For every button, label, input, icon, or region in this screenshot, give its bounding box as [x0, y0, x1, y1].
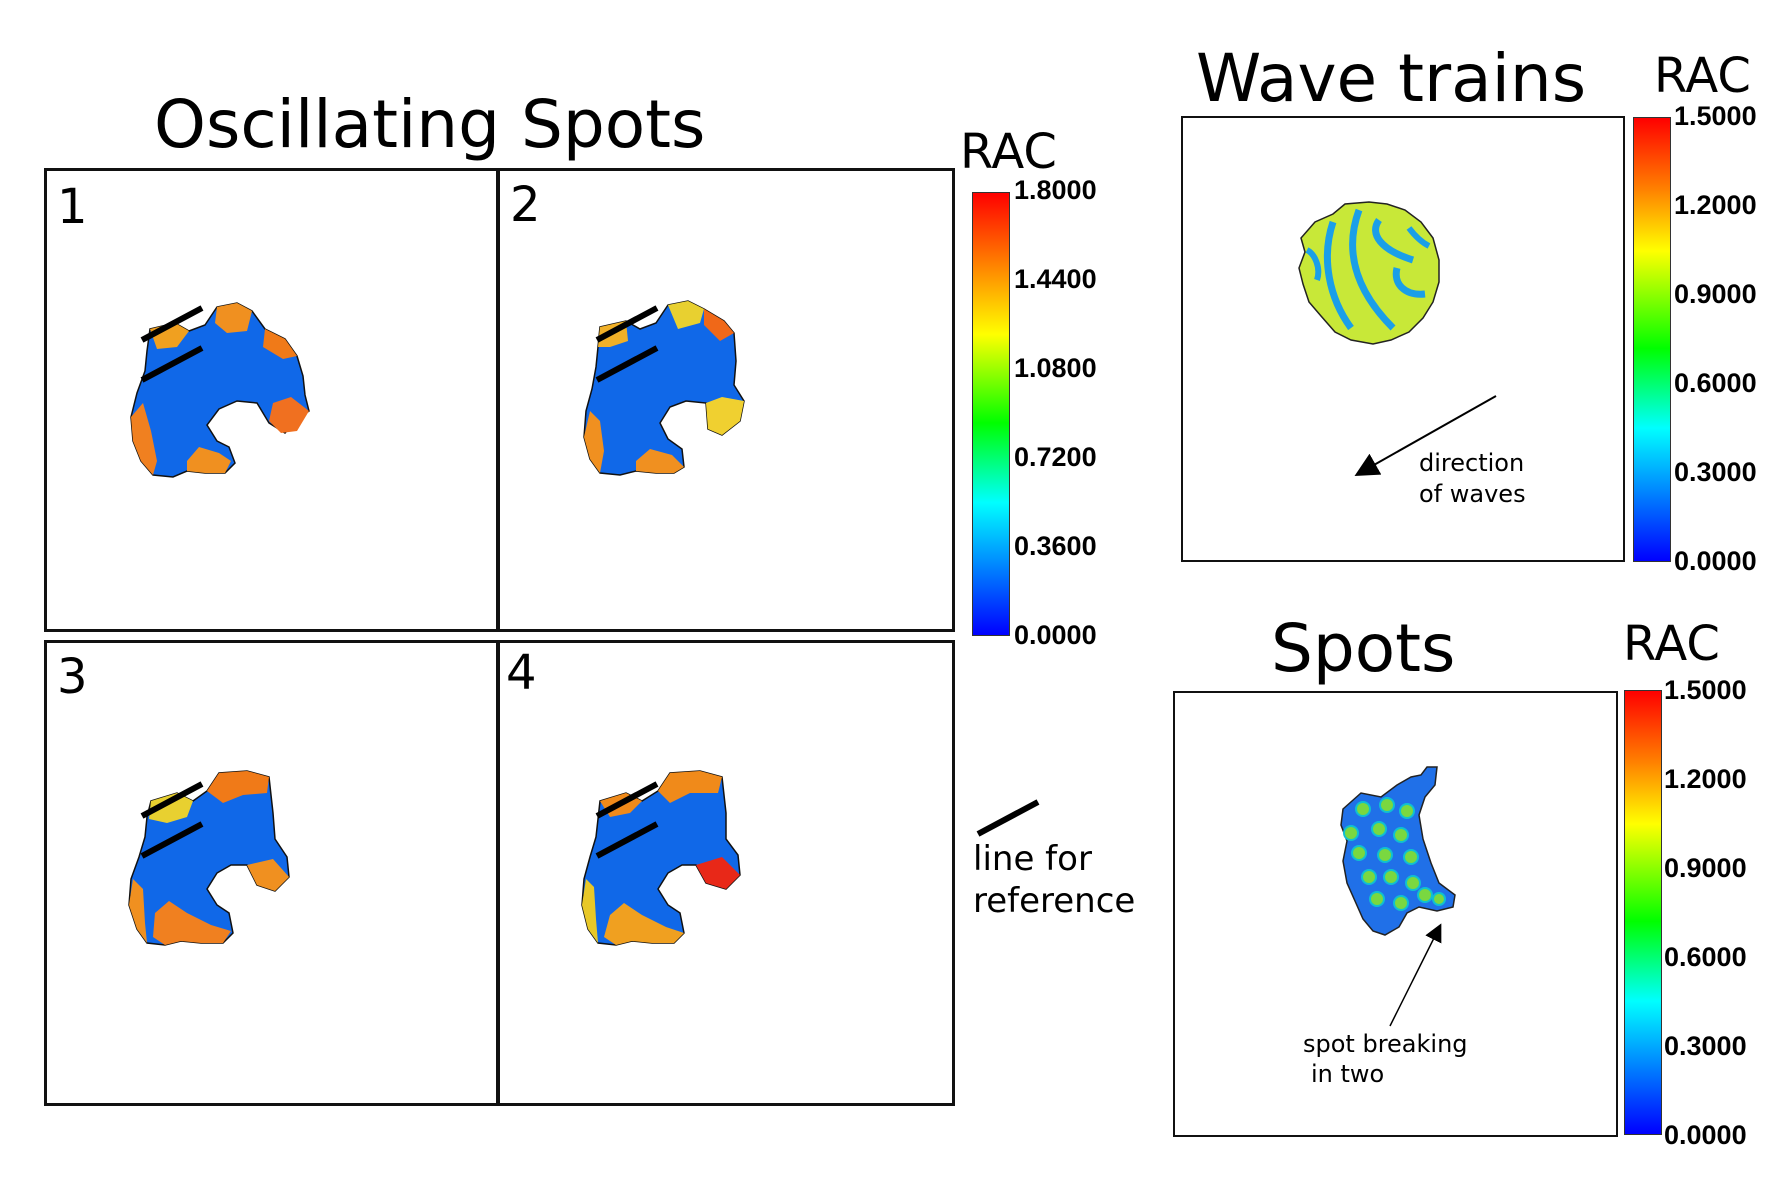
wave-tick: 0.9000 [1674, 279, 1757, 309]
oscillating-colorbar-label: RAC [960, 124, 1057, 180]
spots-tick: 0.9000 [1664, 853, 1747, 883]
cell-shape-1 [130, 302, 310, 478]
wave-tick: 1.2000 [1674, 190, 1757, 220]
wave-colorbar [1633, 117, 1671, 562]
reference-label-line2: reference [973, 881, 1136, 921]
oscillating-panel-4: 4 [497, 640, 955, 1106]
oscillating-spots-title: Oscillating Spots [154, 86, 706, 163]
panel-number-1: 1 [57, 179, 88, 235]
cell-shape-2 [583, 300, 745, 476]
oscillating-tick: 0.7200 [1014, 442, 1097, 472]
wave-direction-label-line2: of waves [1419, 480, 1526, 508]
spots-cell-shape [1340, 766, 1456, 936]
oscillating-tick: 0.0000 [1014, 620, 1097, 650]
spot-breaking-label-line2: in two [1311, 1060, 1385, 1088]
oscillating-colorbar [972, 192, 1010, 636]
cell-shape-3 [128, 770, 290, 946]
oscillating-panel-1: 1 [44, 168, 499, 632]
spots-colorbar-label: RAC [1623, 616, 1720, 672]
panel-number-3: 3 [57, 649, 88, 705]
oscillating-tick: 1.8000 [1014, 175, 1097, 205]
spots-tick: 1.5000 [1664, 675, 1747, 705]
spots-colorbar [1624, 690, 1662, 1135]
wave-tick: 1.5000 [1674, 101, 1757, 131]
reference-label-line1: line for [973, 839, 1092, 879]
spots-tick: 0.3000 [1664, 1031, 1747, 1061]
wave-tick: 0.6000 [1674, 368, 1757, 398]
wave-trains-title: Wave trains [1196, 40, 1587, 117]
wave-colorbar-label: RAC [1654, 48, 1751, 104]
oscillating-tick: 0.3600 [1014, 531, 1097, 561]
oscillating-tick: 1.0800 [1014, 353, 1097, 383]
spots-tick: 0.0000 [1664, 1120, 1747, 1150]
panel-number-2: 2 [510, 177, 541, 233]
spots-title: Spots [1271, 610, 1456, 687]
spots-tick: 1.2000 [1664, 764, 1747, 794]
spots-panel: spot breaking in two [1173, 691, 1618, 1137]
oscillating-panel-3: 3 [44, 640, 499, 1106]
cell-shape-4 [581, 770, 741, 946]
oscillating-panel-2: 2 [497, 168, 955, 632]
panel-number-4: 4 [506, 645, 537, 701]
legend-reference-line [976, 799, 1040, 837]
wave-trains-panel: direction of waves [1181, 116, 1625, 562]
spot-breaking-label-line1: spot breaking [1303, 1030, 1468, 1058]
wave-direction-label-line1: direction [1419, 449, 1525, 477]
spots-tick: 0.6000 [1664, 942, 1747, 972]
oscillating-tick: 1.4400 [1014, 264, 1097, 294]
wave-cell-shape [1298, 201, 1440, 345]
wave-tick: 0.0000 [1674, 546, 1757, 576]
wave-tick: 0.3000 [1674, 457, 1757, 487]
